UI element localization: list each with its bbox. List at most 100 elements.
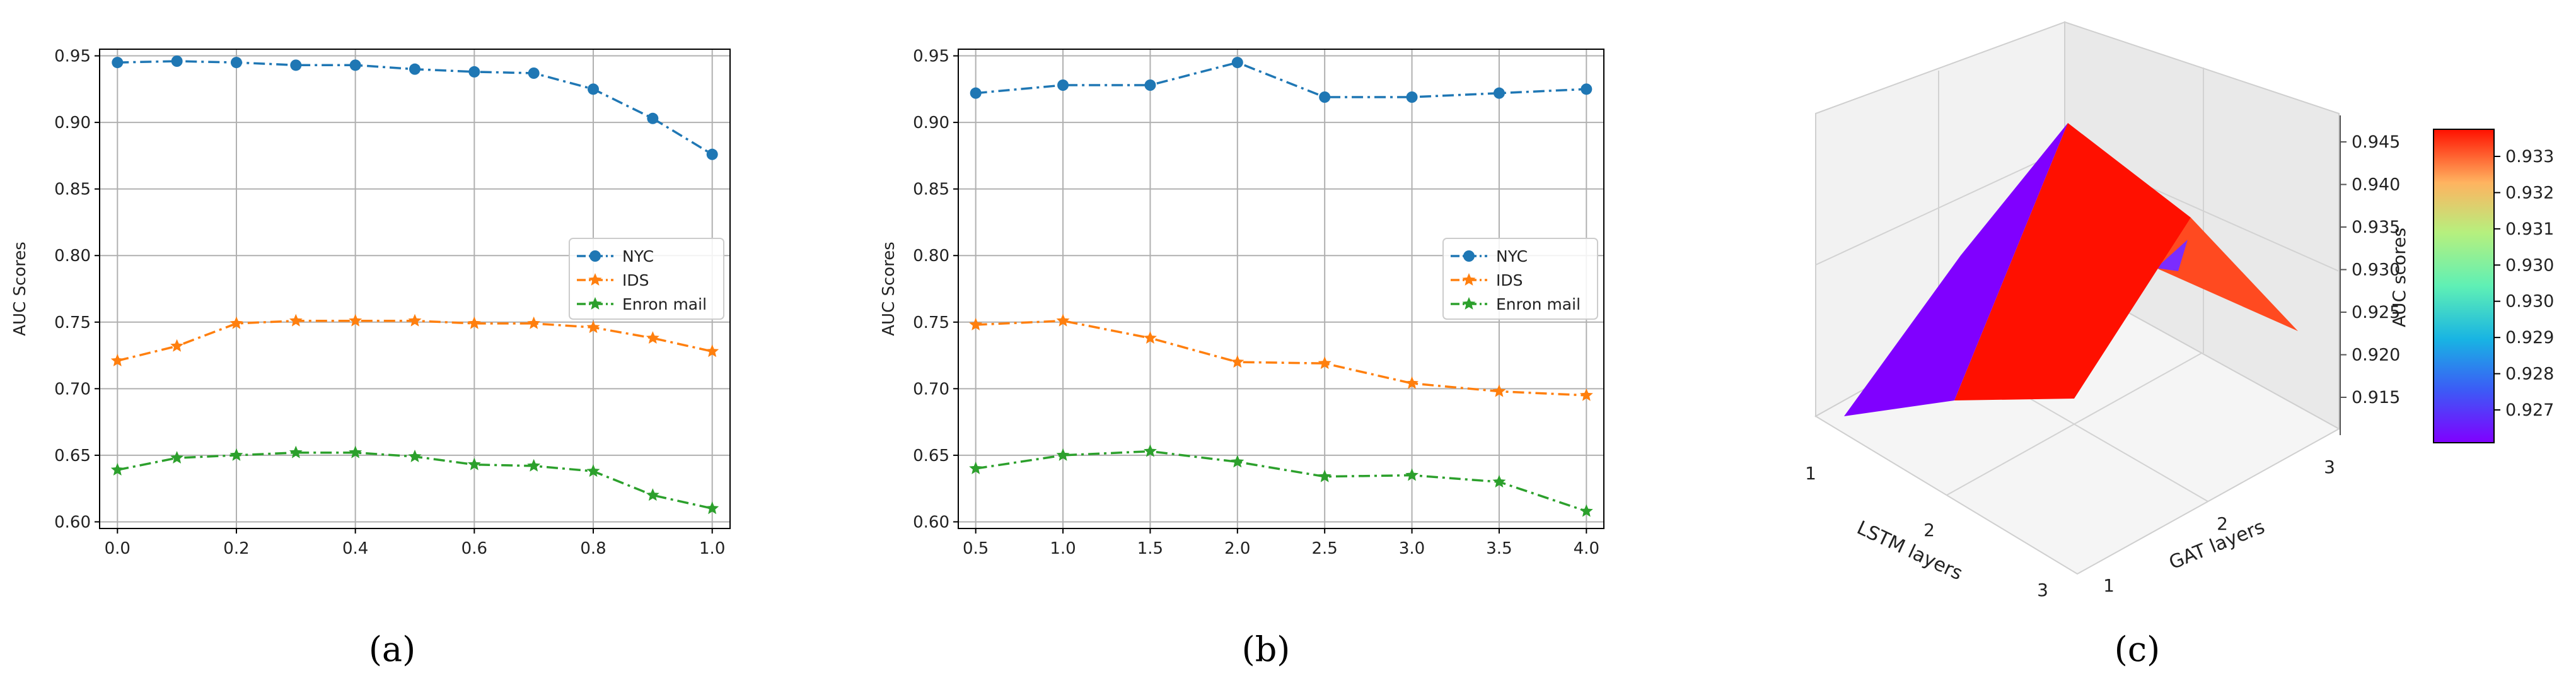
chart-a-legend-marker <box>588 297 602 310</box>
chart-a-ytick-label: 0.90 <box>54 114 91 132</box>
chart-c-ztick-label: 0.915 <box>2352 388 2400 407</box>
chart-b-xtick-label: 2.5 <box>1312 539 1338 558</box>
chart-a-point <box>229 316 243 329</box>
chart-c-colorbar-tick-label: 0.933 <box>2505 147 2554 166</box>
chart-a-series-line-0 <box>117 60 713 156</box>
chart-a-point <box>229 448 243 461</box>
chart-c-zlabel: AUC scores <box>2389 228 2410 327</box>
chart-b-xtick-label: 2.0 <box>1224 539 1250 558</box>
chart-c-colorbar-tick-label: 0.929 <box>2505 328 2554 347</box>
chart-b-legend-label: Enron mail <box>1496 295 1581 313</box>
chart-a-point <box>706 148 718 160</box>
chart-a-point <box>646 488 659 501</box>
chart-b-ytick-label: 0.75 <box>913 313 949 332</box>
chart-c-zticks: 0.915 0.920 0.925 0.930 0.935 0.940 0.945 <box>2340 132 2400 407</box>
chart-a-xtick-label: 0.0 <box>105 539 131 558</box>
chart-c-xtick-2: 2 <box>1923 520 1935 540</box>
chart-a-ytick-label: 0.60 <box>54 513 91 532</box>
chart-a-point <box>409 63 421 75</box>
chart-a-point <box>230 57 242 69</box>
chart-a-point <box>171 55 183 67</box>
chart-b-ytick-label: 0.70 <box>913 380 949 399</box>
chart-c-ztick-label: 0.920 <box>2352 346 2400 365</box>
chart-c-ytick-3: 3 <box>2324 457 2335 477</box>
chart-a-xtick-label: 0.8 <box>580 539 606 558</box>
chart-a-ytick-label: 0.65 <box>54 447 91 465</box>
chart-b-yticks: 0.60 0.65 0.70 0.75 0.80 0.85 0.90 0.95 <box>913 47 958 532</box>
chart-a-xtick-label: 0.2 <box>223 539 249 558</box>
chart-c-ztick-label: 0.925 <box>2352 303 2400 322</box>
chart-a-point <box>647 112 659 124</box>
chart-a-point <box>170 339 184 352</box>
caption-a: (a) <box>369 629 415 669</box>
chart-a-point <box>408 450 422 462</box>
chart-a-point <box>467 457 481 470</box>
chart-c-surface-red <box>1954 123 2191 400</box>
chart-b-point <box>1493 87 1505 99</box>
chart-a-point <box>110 354 124 366</box>
chart-a-point <box>349 445 363 458</box>
chart-b-point <box>970 87 982 99</box>
chart-b-point <box>969 318 983 330</box>
chart-b-point <box>969 462 983 474</box>
chart-a-point <box>289 313 303 327</box>
chart-b-point <box>1405 376 1419 389</box>
chart-a-point <box>588 83 600 95</box>
chart-c-surface-purple <box>1844 123 2068 416</box>
chart-a-ytick-label: 0.95 <box>54 47 91 66</box>
chart-a-legend-label: Enron mail <box>622 295 707 313</box>
chart-c-xlabel: LSTM layers <box>1854 517 1966 585</box>
chart-a-point <box>646 331 659 344</box>
chart-a-point <box>170 451 184 464</box>
chart-b-point <box>1318 356 1332 370</box>
chart-b-xtick-label: 3.0 <box>1399 539 1425 558</box>
chart-b-point <box>1579 388 1593 401</box>
chart-b-point <box>1581 83 1593 95</box>
chart-b-point <box>1144 79 1156 91</box>
chart-a-ylabel: AUC Scores <box>11 242 30 336</box>
chart-b-point <box>1319 91 1331 103</box>
chart-b-ytick-label: 0.95 <box>913 47 949 66</box>
chart-c-ztick-label: 0.930 <box>2352 260 2400 280</box>
chart-c-ztick-label: 0.940 <box>2352 175 2400 195</box>
chart-b-frame <box>958 49 1604 529</box>
chart-a-xtick-label: 1.0 <box>699 539 725 558</box>
chart-c: 1 2 3 1 2 3 LSTM layers GAT layers 0.915… <box>1805 21 2554 669</box>
chart-b-point <box>1144 444 1157 457</box>
chart-c-colorbar-tick-label: 0.931 <box>2505 219 2554 239</box>
chart-a-legend-marker <box>588 273 602 286</box>
chart-b-ytick-label: 0.60 <box>913 513 949 532</box>
chart-b-point <box>1406 91 1418 103</box>
chart-b-legend-marker <box>1463 250 1475 262</box>
chart-a-point <box>468 66 480 78</box>
chart-a-point <box>705 344 719 358</box>
chart-b-point <box>1579 504 1593 517</box>
chart-a-ytick-label: 0.80 <box>54 247 91 266</box>
chart-b-point <box>1056 448 1070 461</box>
chart-a-xticks: 0.0 0.2 0.4 0.6 0.8 1.0 <box>105 528 725 558</box>
chart-b-xtick-label: 3.5 <box>1486 539 1512 558</box>
chart-b-series-line-1 <box>975 319 1587 397</box>
chart-a-point <box>289 445 303 458</box>
chart-c-xtick-1: 1 <box>1805 463 1816 484</box>
chart-b-ytick-label: 0.85 <box>913 180 949 199</box>
chart-b-xtick-label: 4.0 <box>1574 539 1599 558</box>
chart-c-ztick-label: 0.945 <box>2352 132 2400 152</box>
chart-a-ytick-label: 0.70 <box>54 380 91 399</box>
chart-b-ytick-label: 0.90 <box>913 114 949 132</box>
chart-a-point <box>467 316 481 329</box>
chart-c-ytick-1: 1 <box>2103 575 2115 596</box>
chart-b-point <box>1318 469 1332 482</box>
chart-b-legend-marker <box>1462 273 1476 286</box>
chart-c-colorbar-tick-label: 0.932 <box>2505 183 2554 202</box>
chart-b-legend-label: IDS <box>1496 271 1523 289</box>
chart-a-point <box>528 67 540 79</box>
chart-a-point <box>705 501 719 515</box>
chart-c-ztick-label: 0.935 <box>2352 218 2400 237</box>
chart-b-legend: NYC IDS Enron mail <box>1442 238 1598 320</box>
chart-a-legend-box <box>569 238 724 320</box>
chart-a-point <box>349 59 361 71</box>
chart-a-point <box>110 463 124 476</box>
chart-a: 0.600.650.700.750.800.850.900.95 0.0 0.2 0… <box>11 47 731 669</box>
chart-b-ytick-label: 0.80 <box>913 247 949 266</box>
